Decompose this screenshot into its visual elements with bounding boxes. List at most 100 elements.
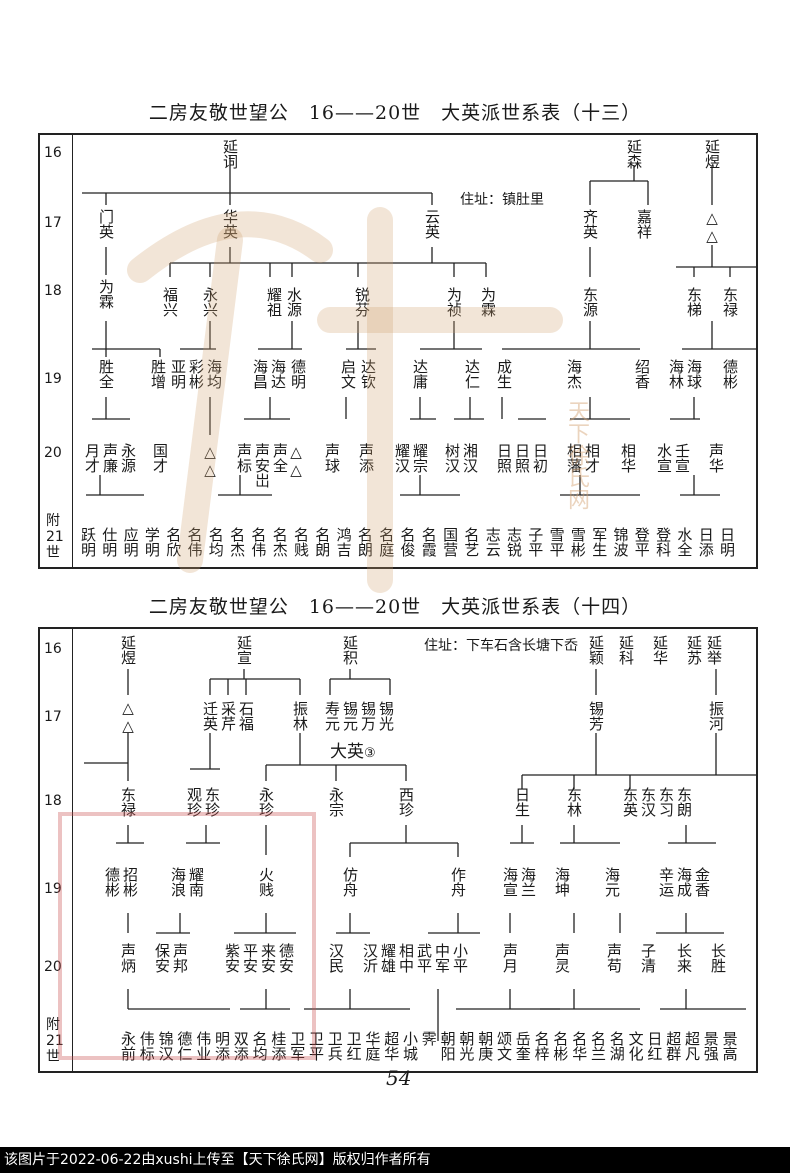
upper-g21-name: 志锐 (505, 527, 523, 557)
upper-g18-name: 耀祖 (265, 287, 283, 317)
lower-g20-name: 耀雄 (379, 943, 397, 973)
lower-g21-name: 岳奎 (513, 1031, 532, 1061)
upper-g17-name: 门英 (97, 209, 115, 239)
lower-genealogy-table: 16 17 18 19 20 附 21 世 (38, 627, 758, 1073)
lower-g18-name: 东禄 (119, 787, 137, 817)
upper-g19-name: 海昌 (251, 359, 269, 389)
upper-g19-name: 达仁 (463, 359, 481, 389)
upper-g20-name: 日初 (531, 443, 549, 473)
upper-g21-name: 日明 (718, 527, 736, 557)
upper-g19-name: 达钦 (359, 359, 377, 389)
lower-g21-name: 名华 (570, 1031, 589, 1061)
upper-gen-18: 18 (44, 283, 62, 299)
lower-g21-name: 卫兵 (325, 1031, 344, 1061)
lower-gen-20: 20 (44, 959, 62, 975)
lower-g20-name: 来安 (259, 943, 277, 973)
upper-g21-name: 名杰 (228, 527, 247, 557)
upper-g21-row: (function(){ var row = document.currentS… (79, 527, 756, 563)
lower-g18-name: 日生 (513, 787, 531, 817)
upper-g21-name: 名均 (206, 527, 225, 557)
upper-gen-21-label: 附 21 世 (46, 513, 64, 561)
lower-g21-row: (function(){ var row = document.currentS… (119, 1031, 756, 1067)
upper-g21-name: 名朗 (313, 527, 332, 557)
lower-gen-16: 16 (44, 641, 62, 657)
upper-g20-name: 壬宣 (673, 443, 691, 473)
lower-g19-name: 海兰 (519, 867, 537, 897)
lower-g21-name: 景高 (720, 1031, 739, 1061)
lower-g21-name: 文化 (626, 1031, 645, 1061)
lower-g16-name: 延科 (617, 635, 635, 665)
upload-credit-footer: 该图片于2022-06-22由xushi上传至【天下徐氏网】版权归作者所有 (0, 1147, 790, 1173)
lower-g21-name: 名兰 (589, 1031, 607, 1061)
lower-g20-name: 声灵 (553, 943, 571, 973)
lower-title: 二房友敬世望公 16——20世 大英派世系表（十四） (148, 596, 642, 618)
upper-address-note: 住址：镇肚里 (460, 192, 544, 208)
upper-g19-name: 海达 (269, 359, 287, 389)
site-watermark-text: 天下徐氏网 (564, 400, 589, 510)
upper-gen-21-shi: 世 (46, 545, 60, 561)
lower-g19-name: 金香 (693, 867, 711, 897)
lower-g16-name: 延积 (341, 635, 359, 665)
lower-g18-name: 永珍 (257, 787, 275, 817)
upper-g21-name: 名庭 (377, 527, 396, 557)
upper-g20-name: △△ (201, 443, 219, 479)
upper-g18-name: 为祯 (445, 287, 463, 317)
lower-g18-name: 东习 (657, 787, 675, 817)
upper-g21-name: 跃明 (79, 527, 97, 557)
upper-g21-name: 名欣 (164, 527, 183, 557)
lower-g19-name: 辛运 (657, 867, 675, 897)
lower-g21-name: 名彬 (551, 1031, 570, 1061)
lower-g19-name: 海宣 (501, 867, 519, 897)
upper-g20-name: 水宣 (655, 443, 673, 473)
lower-g21-name: 明添 (213, 1031, 231, 1061)
upper-g21-name: 名贱 (292, 527, 310, 557)
upper-g21-name: 雪彬 (568, 527, 587, 557)
upper-g18-name: 永兴 (201, 287, 219, 317)
lower-g18-name: 东朗 (675, 787, 693, 817)
lower-g21-name: 桂添 (269, 1031, 288, 1061)
lower-gen-21-num: 21 (46, 1033, 64, 1049)
lower-g18-name: 永宗 (327, 787, 345, 817)
upper-title: 二房友敬世望公 16——20世 大英派世系表（十三） (148, 102, 642, 124)
upper-g19-name: 海均 (205, 359, 223, 389)
upper-g19-name: 德明 (289, 359, 307, 389)
lower-gen-19: 19 (44, 881, 62, 897)
upper-gen-21-fu: 附 (46, 513, 60, 529)
upper-g17-name: 华英 (221, 209, 239, 239)
lower-dayi-text: 大英 (330, 742, 364, 762)
upper-g21-name: 名艺 (462, 527, 481, 557)
upper-g20-name: 相华 (619, 443, 637, 473)
lower-g20-name: 紫安 (223, 943, 241, 973)
upper-g21-name: 仕明 (100, 527, 119, 557)
upper-g21-name: 名俊 (398, 527, 417, 557)
lower-g19-name: 招彬 (121, 867, 139, 897)
upper-g19-name: 启文 (339, 359, 357, 389)
lower-g16-name: 延举 (705, 635, 723, 665)
upper-g21-name: 名朗 (355, 527, 374, 557)
upper-g19-name: 海球 (685, 359, 703, 389)
upper-g20-name: 日照 (513, 443, 531, 473)
upper-g18-name: 为霖 (479, 287, 497, 317)
upper-g18-name: 锐芬 (353, 287, 371, 317)
upper-g19-name: 胜增 (149, 359, 167, 389)
lower-g19-name: 仿舟 (341, 867, 359, 897)
lower-g21-name: 双添 (231, 1031, 250, 1061)
upper-g18-name: 东源 (581, 287, 599, 317)
upper-g21-name: 名伟 (185, 527, 204, 557)
lower-g17-name: 石福 (237, 701, 255, 731)
lower-g21-name: 景强 (701, 1031, 720, 1061)
lower-g21-name: 卫平 (307, 1031, 325, 1061)
upper-g20-name: 声全 (271, 443, 289, 473)
lower-g20-name: 保安 (153, 943, 171, 973)
upper-gen-20: 20 (44, 445, 62, 461)
upper-g18-name: 东梯 (685, 287, 703, 317)
upper-g18-name: 为霖 (97, 279, 115, 309)
upper-g18-name: 水源 (285, 287, 303, 317)
lower-g19-name: 火贱 (257, 867, 275, 897)
lower-g18-name: 东珍 (203, 787, 221, 817)
upper-g18-name: 福兴 (161, 287, 179, 317)
upper-g20-name: 相藩 (565, 443, 583, 473)
lower-g20-name: 相中 (397, 943, 415, 973)
lower-g17-name: 迁英 (201, 701, 219, 731)
lower-g20-name: 小平 (451, 943, 469, 973)
